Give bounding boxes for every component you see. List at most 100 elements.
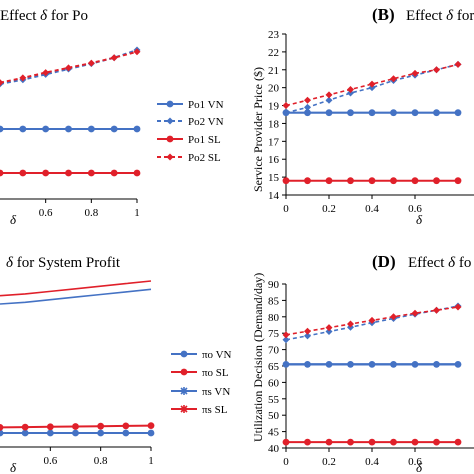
panel-c-series-o-sl-point-0 — [0, 424, 4, 431]
panel-b-series-vn-rising-point-1 — [304, 103, 311, 111]
panel-a-series-po1-sl-point-1 — [19, 169, 27, 177]
panel-a-xlabel: δ — [10, 212, 17, 227]
panel-b-series-sl-flat-point-7 — [433, 177, 440, 185]
panel-b-x-tick-label: 0.6 — [408, 203, 422, 215]
panel-a-series-po2-sl-point-5 — [110, 54, 118, 62]
panel-b-y-tick-label: 14 — [268, 190, 280, 202]
panel-d-y-tick-label: 45 — [268, 427, 280, 439]
panel-b-y-tick-label: 18 — [268, 118, 280, 130]
panel-b-series-vn-rising-point-2 — [325, 96, 333, 104]
panel-d-series-sl-flat-point-5 — [390, 438, 397, 446]
panel-b-series-sl-rising-point-4 — [368, 80, 376, 88]
legend-swatch-marker — [180, 350, 188, 358]
panel-b-y-tick-label: 15 — [268, 172, 280, 184]
panel-d-ylabel: Utilization Decision (Demand/day) — [251, 273, 265, 442]
legend-swatch-marker — [180, 387, 188, 395]
panel-b-series-sl-rising-point-0 — [282, 102, 290, 110]
legend-label: πo SL — [202, 367, 229, 379]
panel-a-series-po1-sl-point-6 — [133, 169, 141, 177]
panel-b-series-sl-flat-point-4 — [368, 177, 376, 185]
panel-d-y-tick-label: 40 — [268, 443, 280, 455]
panel-a-series-po1-sl-point-4 — [87, 169, 95, 177]
panel-b-series-sl-flat-point-2 — [325, 177, 333, 185]
panel-b-series-sl-rising-point-3 — [347, 85, 354, 93]
panel-b-series-vn-flat-point-5 — [390, 109, 397, 117]
panel-b-series-sl-rising-point-2 — [325, 91, 333, 99]
panel-c-series-o-vn-point-4 — [97, 429, 105, 437]
panel-d-series-sl-rising-point-5 — [390, 313, 397, 321]
panel-c-x-tick-label: 0.8 — [94, 455, 108, 467]
panel-c-plot: 0.6 0.8 1 — [0, 280, 155, 467]
panel-d-series-sl-rising-point-1 — [304, 327, 311, 335]
panel-a-series-po1-vn-point-0 — [0, 125, 4, 133]
panel-a-plot: 0.6 0.8 1 — [0, 46, 141, 219]
panel-b-series-sl-flat-point-6 — [411, 177, 419, 185]
panel-b-x-tick-label: 0.2 — [322, 203, 336, 215]
panel-d-series-sl-flat-point-3 — [347, 438, 354, 446]
panel-a-series-po2-sl-point-3 — [65, 64, 72, 72]
panel-b-ylabel: Service Provider Price ($) — [251, 67, 265, 192]
panel-d-series-vn-flat-point-7 — [433, 360, 440, 368]
legend-label: πo VN — [202, 349, 232, 361]
panel-c-xlabel: δ — [10, 460, 17, 474]
panel-d-series-sl-flat-point-1 — [304, 438, 311, 446]
legend-swatch-marker — [180, 368, 188, 376]
panel-c-series-o-vn-point-2 — [46, 429, 54, 437]
legend-label: Po1 VN — [188, 99, 224, 111]
panel-b-series-sl-rising-point-8 — [454, 60, 462, 68]
panel-d-xlabel: δ — [416, 460, 423, 474]
panel-b-x-tick-label: 0 — [283, 203, 289, 215]
legend-label: πs SL — [202, 404, 228, 416]
panel-b-xlabel: δ — [416, 212, 423, 227]
panel-b-tag: (B) — [372, 5, 395, 24]
panel-d-series-sl-rising-point-3 — [347, 320, 354, 328]
panel-d-series-sl-rising-point-6 — [411, 309, 419, 317]
legend-swatch-marker — [166, 117, 174, 125]
panel-d-series-vn-flat-point-4 — [368, 360, 376, 368]
panel-b-series-sl-rising-point-7 — [433, 66, 440, 74]
panel-d-tag: (D) — [372, 252, 396, 271]
panel-a-series-po2-sl-point-0 — [0, 79, 4, 87]
panel-c-series-o-sl-point-2 — [46, 423, 54, 431]
panel-c-series-o-sl-point-6 — [147, 422, 155, 429]
panel-d-series-sl-flat-point-0 — [282, 438, 290, 446]
legend-label: Po2 VN — [188, 116, 224, 128]
panel-d-series-sl-rising-point-4 — [368, 316, 376, 324]
legend-label: Po2 SL — [188, 152, 221, 164]
panel-b-y-tick-label: 22 — [268, 47, 279, 59]
panel-d-series-sl-rising-point-2 — [325, 324, 333, 332]
panel-a-legend: Po1 VN Po2 VN Po1 SL Po2 SL — [157, 99, 224, 164]
panel-c-series-o-sl-point-1 — [21, 423, 29, 431]
panel-d-x-tick-label: 0.6 — [408, 456, 422, 468]
panel-a-series-po1-sl-point-0 — [0, 169, 4, 177]
panel-d-y-tick-label: 90 — [268, 279, 280, 291]
panel-c-x-tick-label: 1 — [148, 455, 154, 467]
panel-d-y-tick-label: 85 — [268, 295, 280, 307]
panel-a-series-po1-vn-point-3 — [65, 125, 72, 133]
panel-d-series-sl-flat-point-4 — [368, 438, 376, 446]
panel-d-y-tick-label: 50 — [268, 410, 280, 422]
panel-d-x-tick-label: 0.4 — [365, 456, 379, 468]
panel-d-series-sl-flat-point-2 — [325, 438, 333, 446]
panel-d-y-tick-label: 60 — [268, 377, 280, 389]
panel-d-y-tick-label: 70 — [268, 345, 280, 357]
panel-d-series-vn-flat-point-2 — [325, 360, 333, 368]
panel-b: (B) Effect δ for 14 15 16 17 18 19 20 21 22 23 0 0.… — [251, 5, 474, 227]
panel-b-series-vn-flat-point-2 — [325, 109, 333, 117]
panel-c-series-s-sl-line — [0, 280, 152, 297]
legend-label: πs VN — [202, 386, 230, 398]
panel-c-series-o-vn-point-5 — [122, 429, 130, 437]
panel-d-series-vn-flat-point-8 — [454, 360, 462, 368]
panel-d-series-vn-rising-point-1 — [304, 332, 311, 340]
panel-d-series-sl-flat-point-6 — [411, 438, 419, 446]
panel-a-series-po2-sl-point-2 — [42, 69, 50, 77]
panel-a-series-po2-sl-point-6 — [133, 48, 141, 56]
panel-c-series-o-vn-point-3 — [72, 429, 79, 437]
panel-d-series-vn-rising-point-2 — [325, 328, 333, 336]
panel-c-series-o-sl-point-3 — [72, 423, 79, 430]
panel-b-x-tick-label: 0.4 — [365, 203, 379, 215]
panel-a-series-po1-vn-point-5 — [110, 125, 118, 133]
panel-d-series-sl-flat-point-7 — [433, 438, 440, 446]
panel-b-plot: 14 15 16 17 18 19 20 21 22 23 0 0.2 0.4 0.6 — [268, 29, 474, 215]
